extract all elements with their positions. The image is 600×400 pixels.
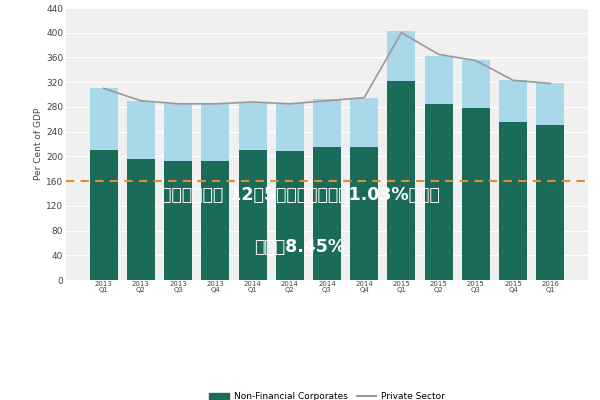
Bar bbox=[499, 80, 527, 122]
Bar bbox=[90, 150, 118, 280]
Bar bbox=[425, 56, 452, 104]
Bar bbox=[388, 81, 415, 280]
Bar bbox=[462, 60, 490, 108]
Bar bbox=[313, 99, 341, 147]
Bar bbox=[127, 101, 155, 160]
Bar bbox=[239, 102, 266, 150]
Bar bbox=[462, 108, 490, 280]
Bar bbox=[350, 147, 378, 280]
Bar bbox=[388, 32, 415, 81]
Bar bbox=[202, 161, 229, 280]
Bar bbox=[536, 84, 564, 126]
Text: 香港股票杠杆 12月5日天润转债下跌1.03%，转股: 香港股票杠杆 12月5日天润转债下跌1.03%，转股 bbox=[161, 186, 439, 204]
Legend: Non-Financial Corporates, Households, Private Sector, EU Threshold: Non-Financial Corporates, Households, Pr… bbox=[205, 388, 449, 400]
Bar bbox=[164, 161, 192, 280]
Bar bbox=[425, 104, 452, 280]
Bar bbox=[90, 88, 118, 150]
Bar bbox=[202, 103, 229, 161]
Bar bbox=[313, 147, 341, 280]
Bar bbox=[239, 150, 266, 280]
Bar bbox=[127, 160, 155, 280]
Bar bbox=[350, 98, 378, 147]
Bar bbox=[276, 152, 304, 280]
Y-axis label: Per Cent of GDP: Per Cent of GDP bbox=[34, 108, 43, 180]
Text: 溢价率8.45%: 溢价率8.45% bbox=[254, 238, 346, 256]
Bar bbox=[276, 103, 304, 152]
Bar bbox=[164, 103, 192, 161]
Bar bbox=[499, 122, 527, 280]
Bar bbox=[536, 126, 564, 280]
